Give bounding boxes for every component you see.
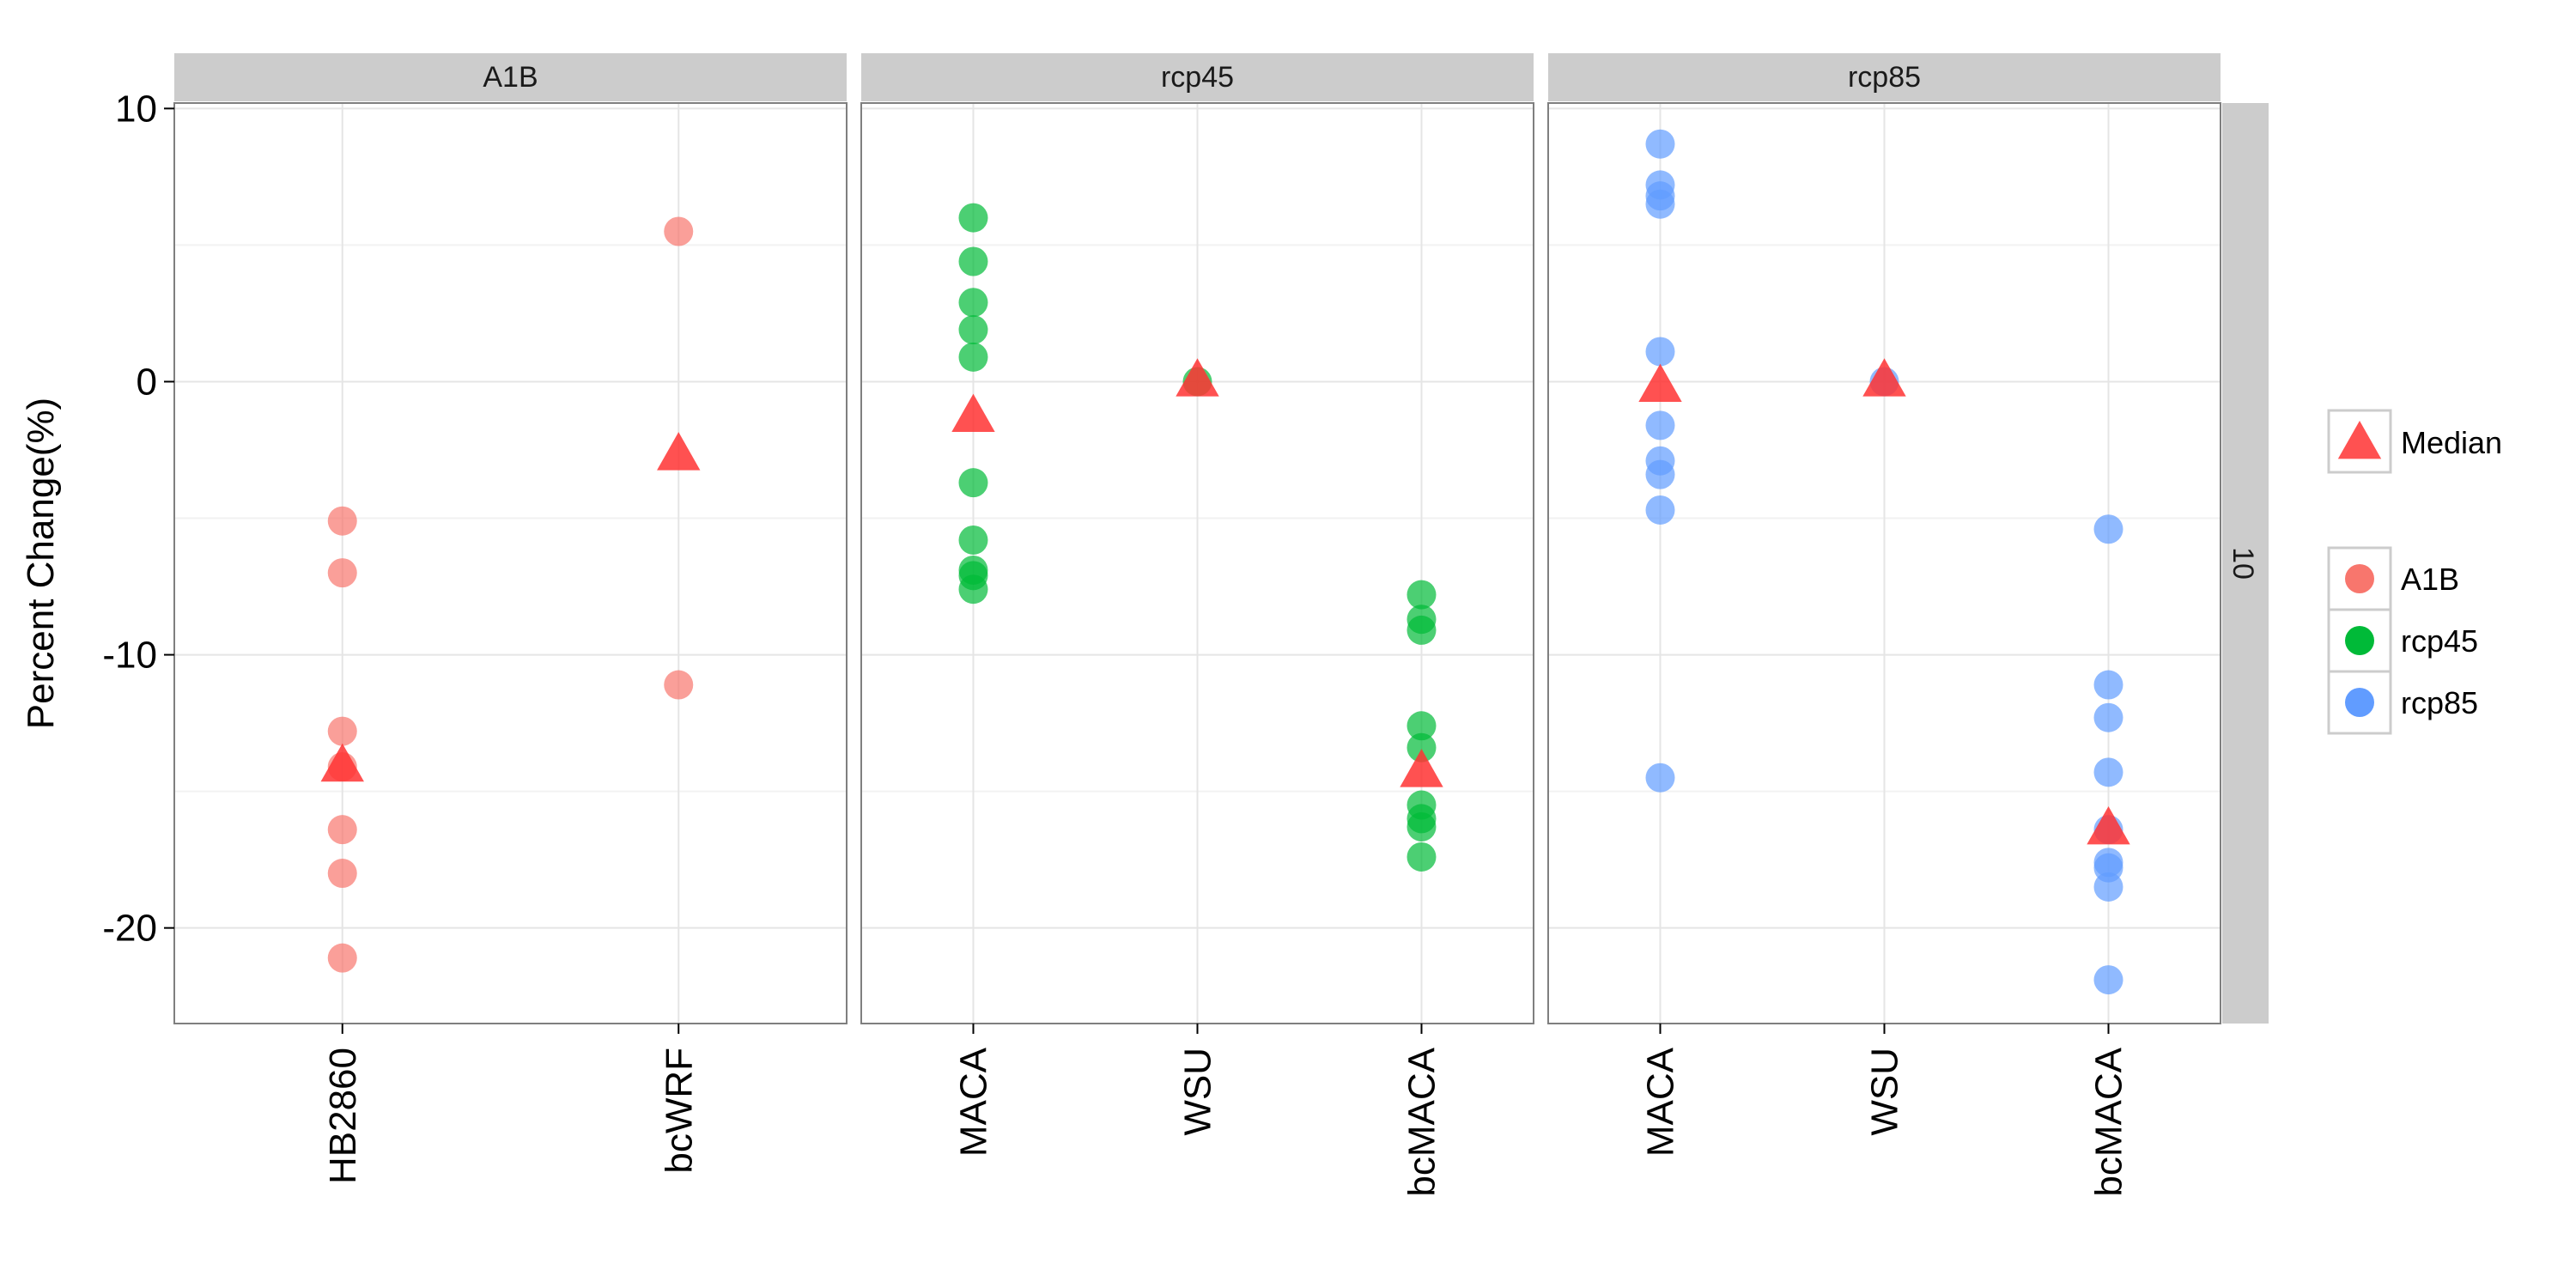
data-point: [1645, 459, 1675, 489]
x-tick-label: bcMACA: [1401, 1047, 1443, 1196]
median-marker: [1400, 749, 1443, 787]
data-point: [2093, 702, 2123, 732]
data-point: [958, 203, 988, 233]
legend-median-label: Median: [2401, 425, 2502, 460]
legend-series-marker: [2345, 626, 2374, 655]
panel-plot-area: [174, 103, 847, 1024]
data-point: [1406, 811, 1437, 841]
row-strip-label: 10: [2227, 547, 2259, 580]
data-point: [1406, 711, 1437, 741]
data-point: [1406, 841, 1437, 872]
data-point: [1406, 732, 1437, 762]
data-point: [958, 288, 988, 318]
panel-strip-box: [1548, 53, 2221, 101]
legend-series-marker: [2345, 688, 2374, 717]
data-point: [327, 815, 357, 845]
legend-series-label: A1B: [2401, 562, 2459, 597]
x-tick-label: WSU: [1177, 1048, 1219, 1136]
data-point: [327, 859, 357, 889]
data-point: [958, 246, 988, 276]
y-tick-label: 0: [137, 361, 157, 403]
data-point: [664, 216, 694, 246]
y-axis-title: Percent Change(%): [20, 398, 62, 729]
median-marker: [1862, 358, 1906, 397]
data-point: [958, 342, 988, 372]
legend-median-marker: [2337, 421, 2382, 459]
median-marker: [2087, 805, 2130, 845]
data-point: [2093, 514, 2123, 544]
data-point: [2093, 872, 2123, 902]
data-point: [958, 525, 988, 555]
panel-strip-label: rcp85: [1848, 61, 1921, 94]
data-point: [664, 670, 694, 700]
median-marker: [320, 743, 364, 782]
data-point: [1645, 495, 1675, 525]
panel-rcp45: rcp45 MACA WSU bcMACA: [860, 53, 1534, 1197]
data-point: [327, 558, 357, 588]
panel-strip-box: [861, 53, 1534, 101]
median-marker: [1176, 358, 1219, 397]
y-axis: -20 -10 0 10: [102, 88, 174, 950]
median-marker: [1638, 363, 1682, 403]
data-point: [958, 315, 988, 345]
data-point: [2093, 670, 2123, 700]
x-tick-label: MACA: [953, 1047, 995, 1157]
panel-rcp85: rcp85 MACA WSU bcMACA: [1547, 53, 2221, 1197]
data-point: [2093, 965, 2123, 995]
data-point: [1645, 189, 1675, 219]
data-point: [1645, 410, 1675, 440]
y-tick-label: -20: [102, 908, 157, 950]
legend-series-marker: [2345, 564, 2374, 593]
row-strip-box: [2222, 103, 2269, 1024]
data-point: [1645, 129, 1675, 159]
data-point: [1406, 580, 1437, 610]
data-point: [1645, 762, 1675, 793]
data-point: [1645, 337, 1675, 367]
panel-border: [173, 102, 848, 1024]
x-tick-label: bcMACA: [2088, 1047, 2130, 1196]
legend-series-label: rcp85: [2401, 685, 2478, 720]
data-point: [327, 943, 357, 973]
panel-strip-box: [174, 53, 847, 101]
panel-strip-label: A1B: [483, 61, 538, 94]
data-point: [2093, 757, 2123, 787]
panels-layer: A1B HB2860 bcWRF rcp45 MACA WSU bcMACA rcp85 MAC…: [173, 53, 2221, 1197]
data-point: [327, 716, 357, 746]
y-tick-label: -10: [102, 635, 157, 677]
panel-strip-label: rcp45: [1161, 61, 1234, 94]
row-strip: 10: [2222, 103, 2269, 1024]
data-point: [958, 468, 988, 498]
x-tick-label: MACA: [1640, 1047, 1682, 1157]
y-tick-label: 10: [115, 88, 157, 130]
panel-A1B: A1B HB2860 bcWRF: [173, 53, 848, 1184]
x-tick-label: WSU: [1864, 1048, 1906, 1136]
data-point: [958, 574, 988, 605]
median-marker: [951, 393, 995, 433]
data-point: [1406, 615, 1437, 645]
median-marker: [657, 432, 701, 471]
data-point: [327, 506, 357, 536]
x-tick-label: bcWRF: [658, 1048, 700, 1174]
legend: Median A1B rcp45 rcp85: [2327, 409, 2502, 735]
x-tick-label: HB2860: [322, 1048, 364, 1184]
legend-series-label: rcp45: [2401, 623, 2478, 659]
